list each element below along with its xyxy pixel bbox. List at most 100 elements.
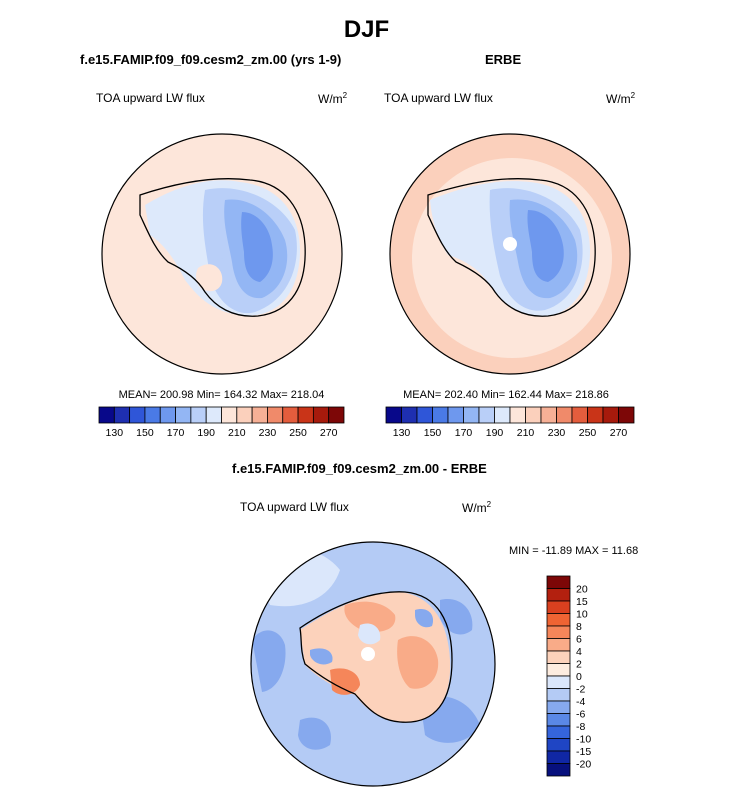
panel2-land-170-180 bbox=[527, 210, 564, 282]
panel3-colorbar-swatch bbox=[546, 763, 571, 777]
panel1-colorbar-swatch bbox=[175, 406, 192, 424]
panel1-units: W/m2 bbox=[318, 91, 348, 106]
panel3-colorbar-tick-label: -15 bbox=[576, 746, 591, 758]
panel1-colorbar-swatch bbox=[267, 406, 284, 424]
panel2-colorbar-swatch bbox=[401, 406, 418, 424]
panel3-colorbar-tick-label: -8 bbox=[576, 721, 585, 733]
panel1-shelf bbox=[196, 264, 223, 292]
panel3-colorbar-swatch bbox=[546, 725, 571, 739]
panel1-colorbar: 130 150 170 190 210 230 250 270 bbox=[98, 406, 345, 439]
panel1-colorbar-swatch bbox=[282, 406, 299, 424]
panel3-colorbar-tick-label: 20 bbox=[576, 584, 588, 596]
panel3-colorbar-tick-label: -2 bbox=[576, 684, 585, 696]
panel2-colorbar-tick-label: 190 bbox=[486, 427, 504, 439]
panel3-colorbar-tick-label: 6 bbox=[576, 634, 582, 646]
panel3-colorbar-tick-label: 4 bbox=[576, 646, 582, 658]
panel3-colorbar-swatch bbox=[546, 700, 571, 714]
panel2-colorbar-swatch bbox=[509, 406, 526, 424]
panel3-border bbox=[250, 541, 496, 787]
panel2-colorbar-swatch bbox=[525, 406, 542, 424]
panel1-colorbar-swatch bbox=[98, 406, 115, 424]
panel2-colorbar-swatch bbox=[478, 406, 495, 424]
panel2-colorbar-swatch bbox=[556, 406, 573, 424]
panel2-colorbar-swatch bbox=[385, 406, 402, 424]
panel3-colorbar-swatch bbox=[546, 688, 571, 702]
panel3-land-4-6b bbox=[397, 636, 439, 689]
panel2-coastline bbox=[427, 178, 596, 317]
panel1-colorbar-swatch bbox=[190, 406, 207, 424]
panel2-colorbar-tick-label: 170 bbox=[455, 427, 473, 439]
panel1-colorbar-swatch bbox=[251, 406, 268, 424]
panel3-colorbar-tick-label: 8 bbox=[576, 621, 582, 633]
panel1-colorbar-swatch bbox=[328, 406, 345, 424]
panel3-colorbar-tick-label: 2 bbox=[576, 659, 582, 671]
panel3-colorbar-swatch bbox=[546, 750, 571, 764]
panel2-colorbar-swatch bbox=[587, 406, 604, 424]
panel1-variable-label: TOA upward LW flux bbox=[96, 91, 205, 105]
panel2-border bbox=[389, 133, 631, 375]
panel1-land-blob bbox=[207, 235, 229, 260]
panel3-colorbar-tick-label: -10 bbox=[576, 734, 591, 746]
panel3-colorbar-swatch bbox=[546, 588, 571, 602]
panel1-colorbar-tick-label: 130 bbox=[106, 427, 124, 439]
panel1-colorbar-swatch bbox=[113, 406, 131, 424]
panel3-land-neg bbox=[415, 609, 434, 628]
panel1-colorbar-tick-label: 230 bbox=[259, 427, 277, 439]
panel1-colorbar-swatch bbox=[205, 406, 222, 424]
panel3-map bbox=[251, 542, 495, 786]
panel1-map bbox=[102, 134, 342, 374]
panel3-title: f.e15.FAMIP.f09_f09.cesm2_zm.00 - ERBE bbox=[232, 461, 487, 476]
panel3-colorbar-tick-label: -6 bbox=[576, 709, 585, 721]
panel1-stats: MEAN= 200.98 Min= 164.32 Max= 218.04 bbox=[118, 389, 325, 401]
panel3-region-b bbox=[252, 630, 286, 692]
panel3-colorbar-tick-label: -20 bbox=[576, 759, 591, 771]
panel1-colorbar-tick-label: 210 bbox=[228, 427, 246, 439]
panel3-colorbar-tick-label: 10 bbox=[576, 609, 588, 621]
panel3-variable-label: TOA upward LW flux bbox=[240, 500, 349, 514]
panel1-colorbar-swatch bbox=[129, 406, 146, 424]
panel2-colorbar-swatch bbox=[540, 406, 557, 424]
panel2-colorbar-tick-label: 130 bbox=[393, 427, 411, 439]
panel2-units: W/m2 bbox=[606, 91, 636, 106]
panel2-colorbar-tick-label: 150 bbox=[424, 427, 442, 439]
panel2-stats: MEAN= 202.40 Min= 162.44 Max= 218.86 bbox=[403, 389, 609, 401]
figure-title: DJF bbox=[343, 16, 390, 43]
panel1-colorbar-swatch bbox=[236, 406, 253, 424]
panel3-colorbar-tick-label: 0 bbox=[576, 671, 582, 683]
panel2-colorbar-swatch bbox=[447, 406, 464, 424]
panel1-colorbar-tick-label: 250 bbox=[289, 427, 307, 439]
panel1-colorbar-tick-label: 270 bbox=[320, 427, 338, 439]
panel3-colorbar-swatch bbox=[546, 650, 571, 664]
panel2-colorbar-swatch bbox=[602, 406, 619, 424]
panel2-pole-gap bbox=[503, 237, 517, 251]
panel2-colorbar-swatch bbox=[571, 406, 588, 424]
panel3-colorbar-swatch bbox=[546, 638, 571, 652]
panel1-colorbar-tick-label: 150 bbox=[136, 427, 154, 439]
panel3-units: W/m2 bbox=[462, 500, 492, 515]
panel2-map bbox=[390, 134, 630, 374]
panel3-colorbar-tick-label: -4 bbox=[576, 696, 585, 708]
panel1-border bbox=[101, 133, 343, 375]
panel3-land-neg-b bbox=[310, 648, 333, 665]
panel1-colorbar-tick-label: 190 bbox=[197, 427, 215, 439]
panel2-colorbar-swatch bbox=[494, 406, 511, 424]
panel1-coastline bbox=[139, 178, 306, 317]
panel3-land-4-6 bbox=[344, 601, 396, 632]
panel1-colorbar-swatch bbox=[312, 406, 330, 424]
panel3-colorbar-swatch bbox=[546, 600, 571, 614]
panel3-colorbar-swatch bbox=[546, 613, 571, 627]
panel3-region-d bbox=[298, 717, 331, 750]
panel1-title: f.e15.FAMIP.f09_f09.cesm2_zm.00 (yrs 1-9… bbox=[80, 52, 342, 67]
panel3-colorbar-swatch bbox=[546, 713, 571, 727]
panel3-land-2-4 bbox=[300, 592, 451, 723]
panel2-colorbar-swatch bbox=[463, 406, 480, 424]
panel3-colorbar-swatch bbox=[546, 663, 571, 677]
panel3-colorbar-swatch bbox=[546, 675, 571, 689]
panel3-colorbar-swatch bbox=[546, 738, 571, 752]
panel3-colorbar-swatch bbox=[546, 575, 571, 589]
panel2-colorbar: 130 150 170 190 210 230 250 270 bbox=[385, 406, 635, 439]
panel2-colorbar-swatch bbox=[432, 406, 449, 424]
panel1-colorbar-swatch bbox=[159, 406, 176, 424]
panel2-title: ERBE bbox=[485, 52, 522, 67]
